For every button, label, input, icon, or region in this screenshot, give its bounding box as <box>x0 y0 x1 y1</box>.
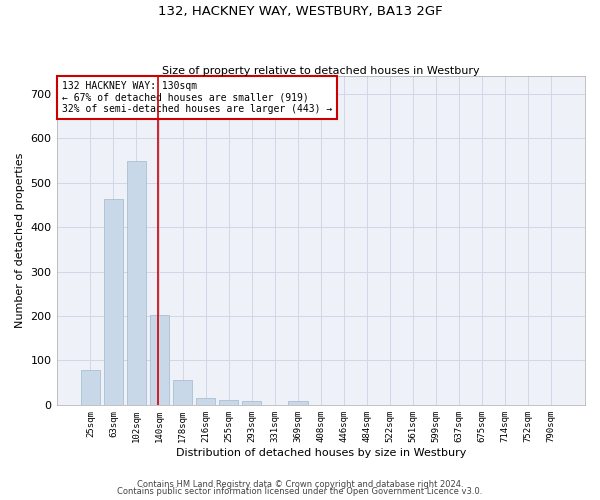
Text: Contains public sector information licensed under the Open Government Licence v3: Contains public sector information licen… <box>118 487 482 496</box>
Bar <box>196 398 215 405</box>
Bar <box>242 402 262 405</box>
Y-axis label: Number of detached properties: Number of detached properties <box>15 153 25 328</box>
Bar <box>173 380 193 405</box>
Bar <box>288 402 308 405</box>
Title: Size of property relative to detached houses in Westbury: Size of property relative to detached ho… <box>162 66 479 76</box>
X-axis label: Distribution of detached houses by size in Westbury: Distribution of detached houses by size … <box>176 448 466 458</box>
Bar <box>104 200 123 405</box>
Text: 132 HACKNEY WAY: 130sqm
← 67% of detached houses are smaller (919)
32% of semi-d: 132 HACKNEY WAY: 130sqm ← 67% of detache… <box>62 81 332 114</box>
Text: Contains HM Land Registry data © Crown copyright and database right 2024.: Contains HM Land Registry data © Crown c… <box>137 480 463 489</box>
Text: 132, HACKNEY WAY, WESTBURY, BA13 2GF: 132, HACKNEY WAY, WESTBURY, BA13 2GF <box>158 5 442 18</box>
Bar <box>149 314 169 405</box>
Bar <box>127 160 146 405</box>
Bar <box>80 370 100 405</box>
Bar <box>219 400 238 405</box>
